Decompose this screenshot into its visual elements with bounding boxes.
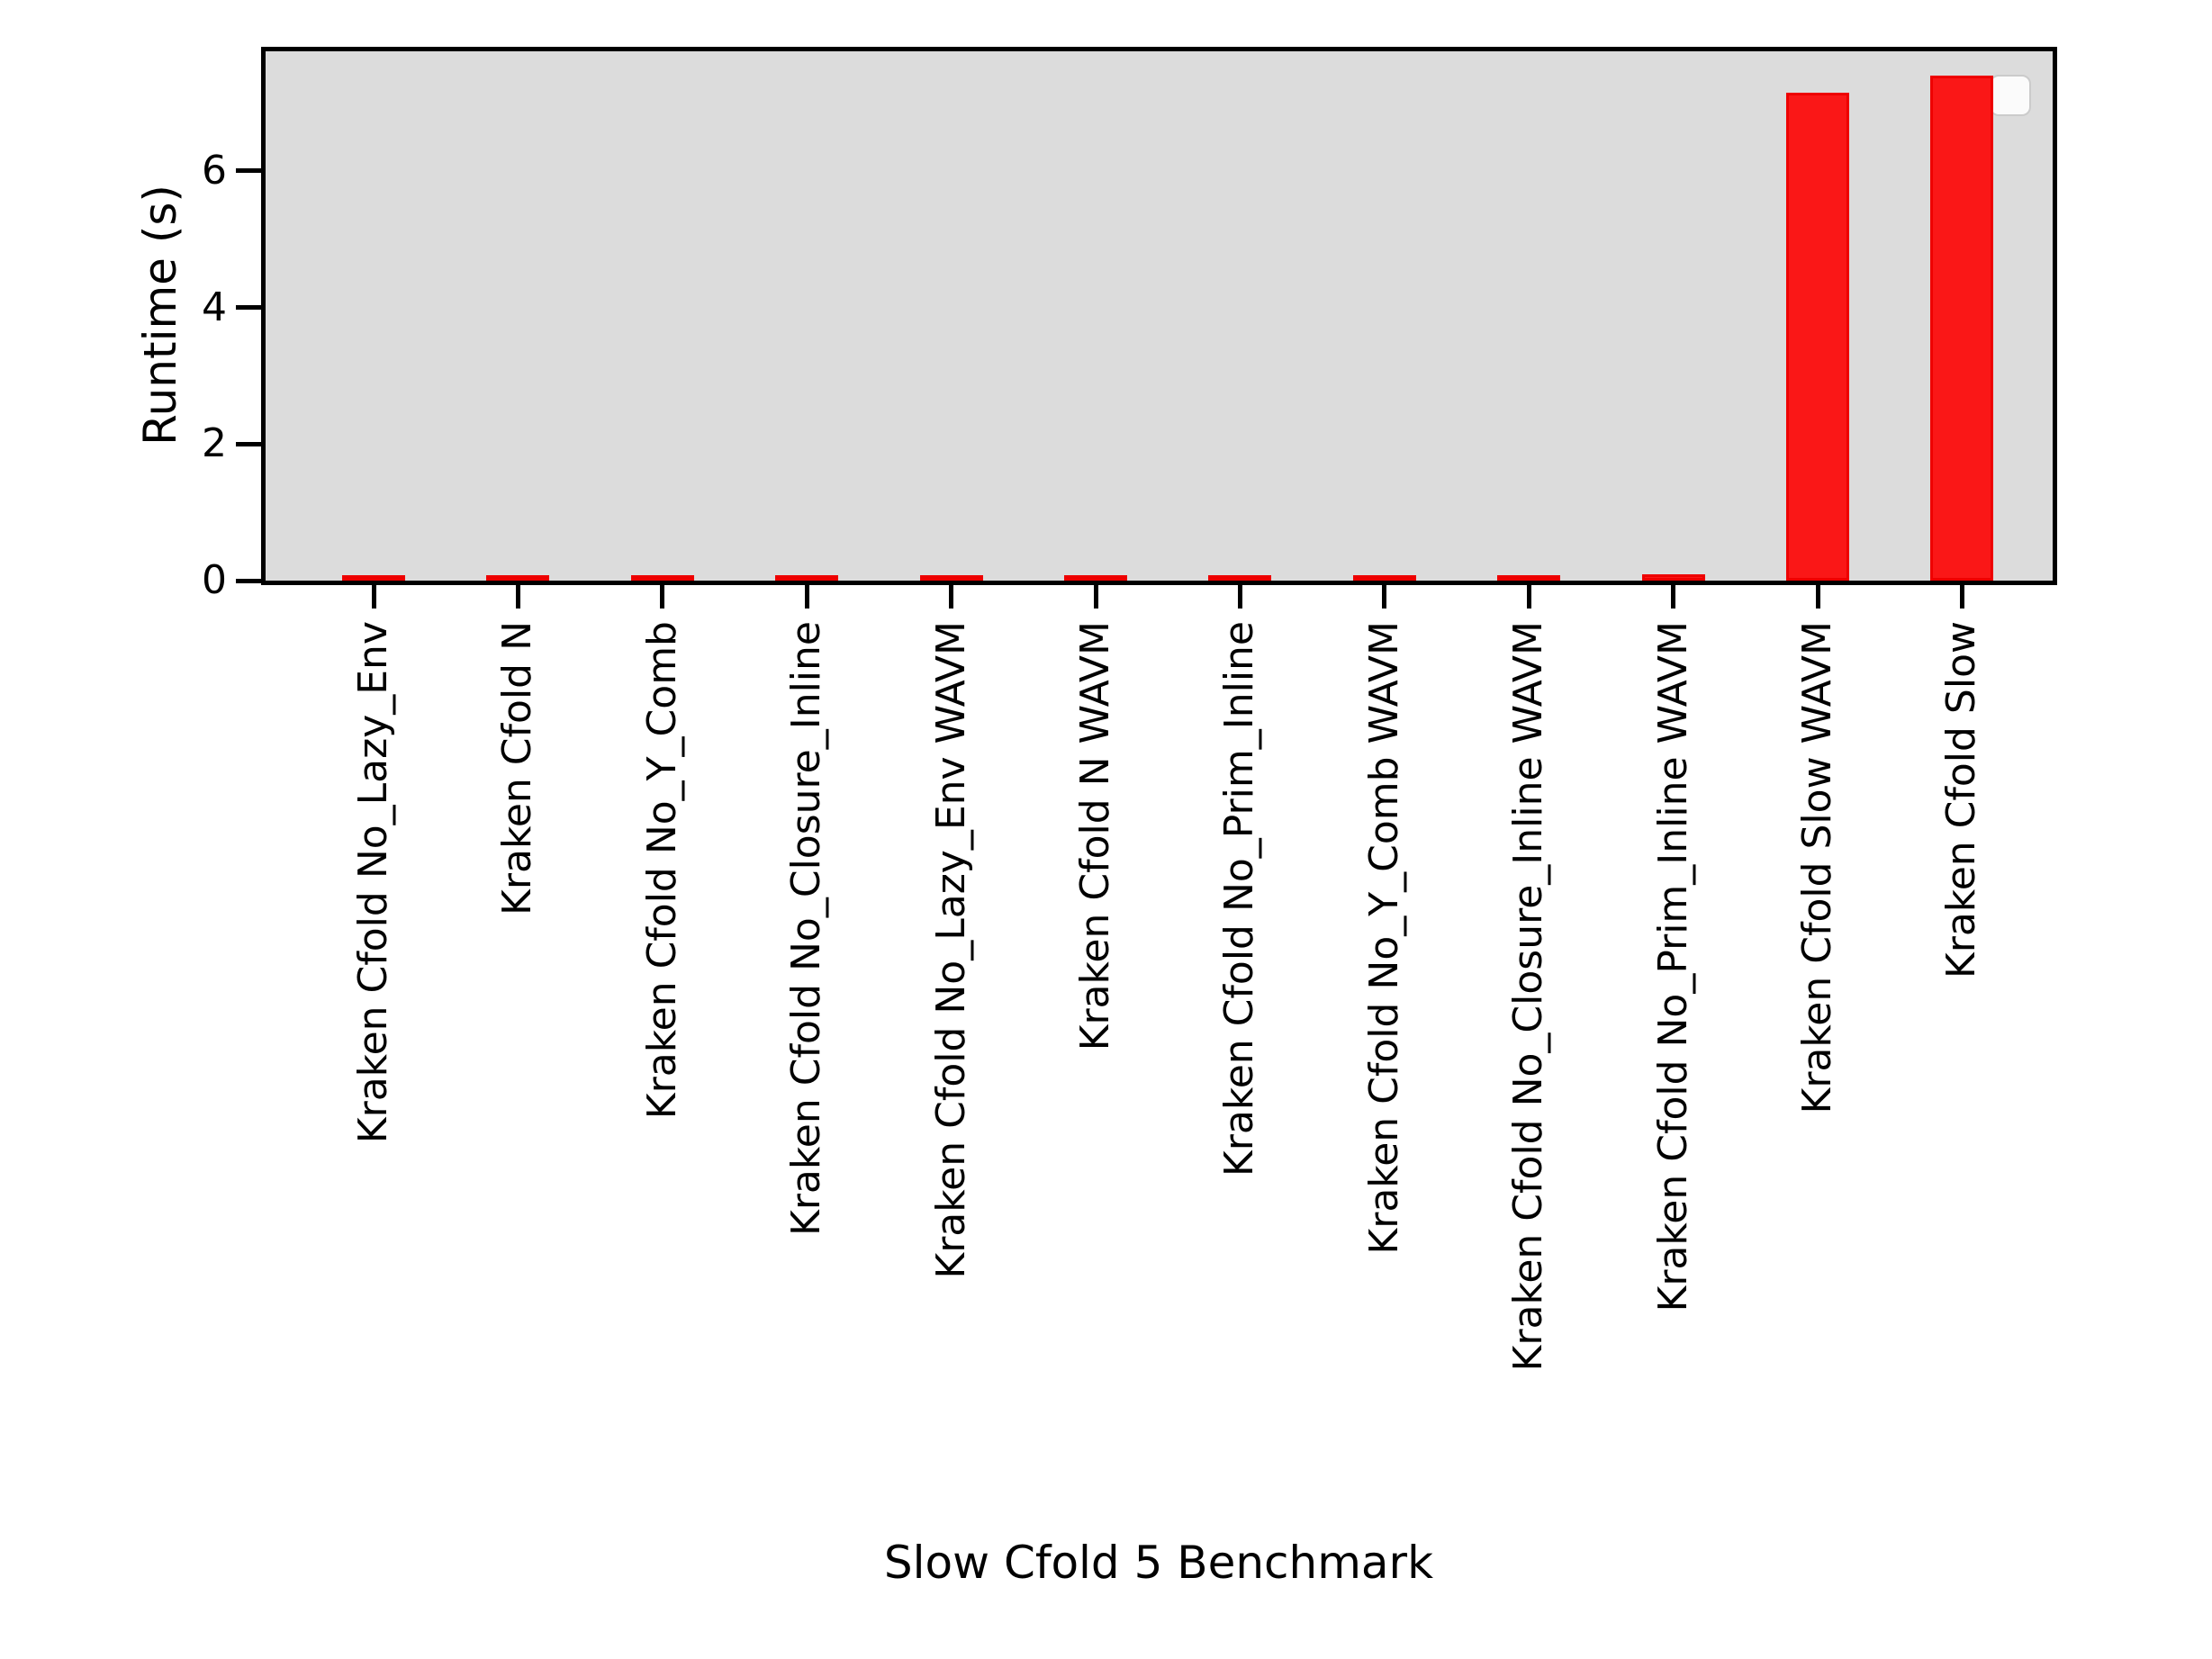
y-tick-label: 6 [202, 147, 227, 194]
bar [630, 575, 694, 581]
bar [1786, 92, 1849, 581]
bar [342, 575, 405, 581]
x-tick-label: Kraken Cfold N WAVM [1072, 621, 1118, 1051]
y-tick-label: 0 [202, 557, 227, 603]
y-tick [236, 441, 261, 446]
bar [775, 575, 839, 581]
bar [486, 575, 550, 581]
bar [1641, 574, 1705, 581]
x-tick-label: Kraken Cfold Slow [1938, 621, 1985, 979]
x-tick-label: Kraken Cfold No_Y_Comb WAVM [1360, 621, 1407, 1255]
y-axis-label: Runtime (s) [134, 185, 186, 446]
x-tick-label: Kraken Cfold No_Prim_Inline [1216, 621, 1263, 1177]
x-tick-label: Kraken Cfold No_Lazy_Env [350, 621, 396, 1144]
x-tick [1959, 585, 1964, 609]
legend-box [1990, 75, 2031, 116]
x-tick [949, 585, 954, 609]
x-tick [1237, 585, 1242, 609]
x-tick-label: Kraken Cfold Slow WAVM [1794, 621, 1840, 1114]
x-axis-label: Slow Cfold 5 Benchmark [883, 1537, 1434, 1589]
bar [1208, 575, 1272, 581]
bar [919, 575, 983, 581]
y-tick [236, 305, 261, 311]
y-tick-label: 4 [202, 284, 227, 330]
x-tick [1815, 585, 1820, 609]
x-tick [660, 585, 665, 609]
x-tick [1526, 585, 1531, 609]
x-tick [1382, 585, 1387, 609]
x-tick [1671, 585, 1676, 609]
bar [1352, 575, 1416, 581]
x-tick [804, 585, 809, 609]
x-tick-label: Kraken Cfold No_Prim_Inline WAVM [1649, 621, 1696, 1312]
y-tick-label: 2 [202, 420, 227, 467]
x-tick [515, 585, 520, 609]
bar [1930, 75, 1994, 581]
plot-area [261, 47, 2057, 585]
x-tick-label: Kraken Cfold No_Y_Comb [638, 621, 685, 1120]
bar [1497, 574, 1561, 581]
x-tick-label: Kraken Cfold No_Closure_Inline [783, 621, 830, 1237]
x-tick [1093, 585, 1098, 609]
x-tick-label: Kraken Cfold No_Closure_Inline WAVM [1505, 621, 1552, 1372]
x-tick-label: Kraken Cfold No_Lazy_Env WAVM [927, 621, 974, 1279]
y-tick [236, 168, 261, 174]
x-tick [371, 585, 376, 609]
x-tick-label: Kraken Cfold N [494, 621, 541, 915]
bar [1064, 575, 1127, 581]
y-tick [236, 578, 261, 583]
